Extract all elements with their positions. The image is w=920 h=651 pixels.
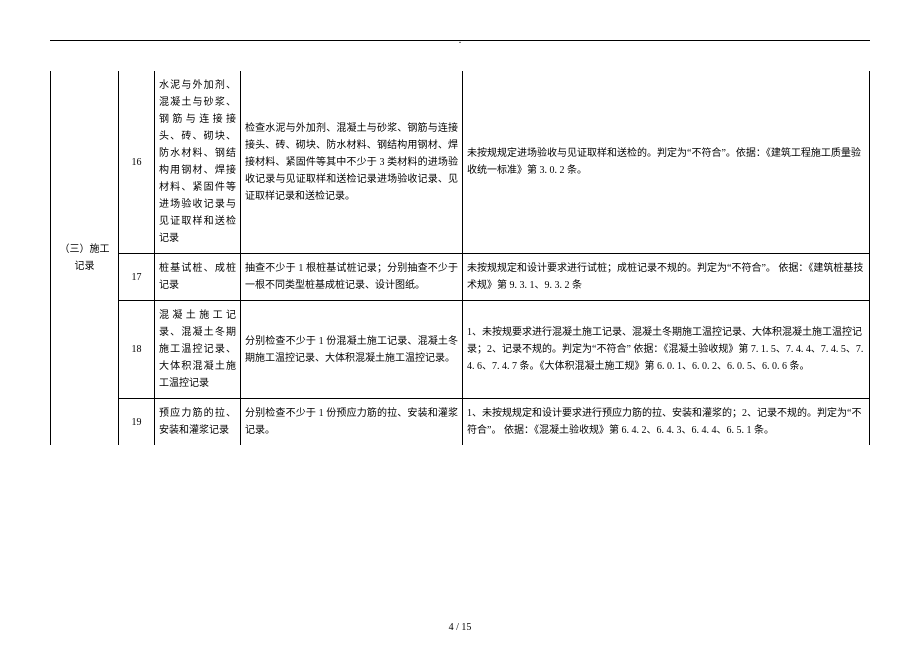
row-item: 预应力筋的拉、安装和灌浆记录 [155,399,241,446]
table-row: 19 预应力筋的拉、安装和灌浆记录 分别检查不少于 1 份预应力筋的拉、安装和灌… [51,399,870,446]
category-cell: （三）施工记录 [51,71,119,445]
row-number: 17 [119,254,155,301]
spec-table: （三）施工记录 16 水泥与外加剂、混凝土与砂浆、钢筋与连接接头、砖、砌块、防水… [50,71,870,445]
row-number: 19 [119,399,155,446]
row-item: 混凝土施工记录、混凝土冬期施工温控记录、大体积混凝土施工温控记录 [155,301,241,399]
row-number: 16 [119,71,155,254]
row-number: 18 [119,301,155,399]
page-number: 4 / 15 [0,622,920,633]
row-judge: 1、未按规要求进行混凝土施工记录、混凝土冬期施工温控记录、大体积混凝土施工温控记… [463,301,870,399]
table-row: 17 桩基试桩、成桩记录 抽查不少于 1 根桩基试桩记录；分别抽查不少于一根不同… [51,254,870,301]
row-item: 水泥与外加剂、混凝土与砂浆、钢筋与连接接头、砖、砌块、防水材料、钢结构用钢材、焊… [155,71,241,254]
row-check: 抽查不少于 1 根桩基试桩记录；分别抽查不少于一根不同类型桩基成桩记录、设计图纸… [241,254,463,301]
row-judge: 未按规规定进场验收与见证取样和送检的。判定为“不符合”。依据：《建筑工程施工质量… [463,71,870,254]
row-check: 分别检查不少于 1 份预应力筋的拉、安装和灌浆记录。 [241,399,463,446]
row-judge: 未按规规定和设计要求进行试桩；成桩记录不规的。判定为“不符合”。 依据：《建筑桩… [463,254,870,301]
row-check: 检查水泥与外加剂、混凝土与砂浆、钢筋与连接接头、砖、砌块、防水材料、钢结构用钢材… [241,71,463,254]
row-check: 分别检查不少于 1 份混凝土施工记录、混凝土冬期施工温控记录、大体积混凝土施工温… [241,301,463,399]
table-row: 18 混凝土施工记录、混凝土冬期施工温控记录、大体积混凝土施工温控记录 分别检查… [51,301,870,399]
row-item: 桩基试桩、成桩记录 [155,254,241,301]
header-mark: . [50,35,870,46]
row-judge: 1、未按规规定和设计要求进行预应力筋的拉、安装和灌浆的；2、记录不规的。判定为“… [463,399,870,446]
table-row: （三）施工记录 16 水泥与外加剂、混凝土与砂浆、钢筋与连接接头、砖、砌块、防水… [51,71,870,254]
